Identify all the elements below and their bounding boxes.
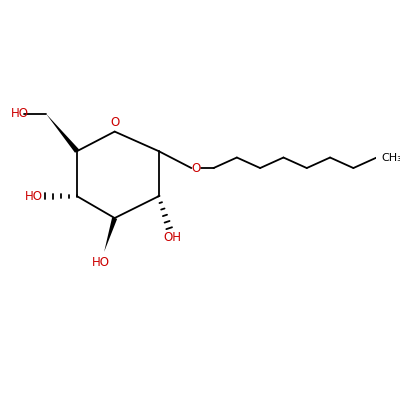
- Text: HO: HO: [11, 107, 29, 120]
- Text: OH: OH: [163, 231, 181, 244]
- Text: HO: HO: [92, 256, 110, 269]
- Text: HO: HO: [25, 190, 43, 203]
- Text: O: O: [110, 116, 119, 129]
- Text: CH₃: CH₃: [381, 152, 400, 162]
- Polygon shape: [46, 114, 79, 153]
- Text: O: O: [192, 162, 201, 174]
- Polygon shape: [104, 217, 117, 252]
